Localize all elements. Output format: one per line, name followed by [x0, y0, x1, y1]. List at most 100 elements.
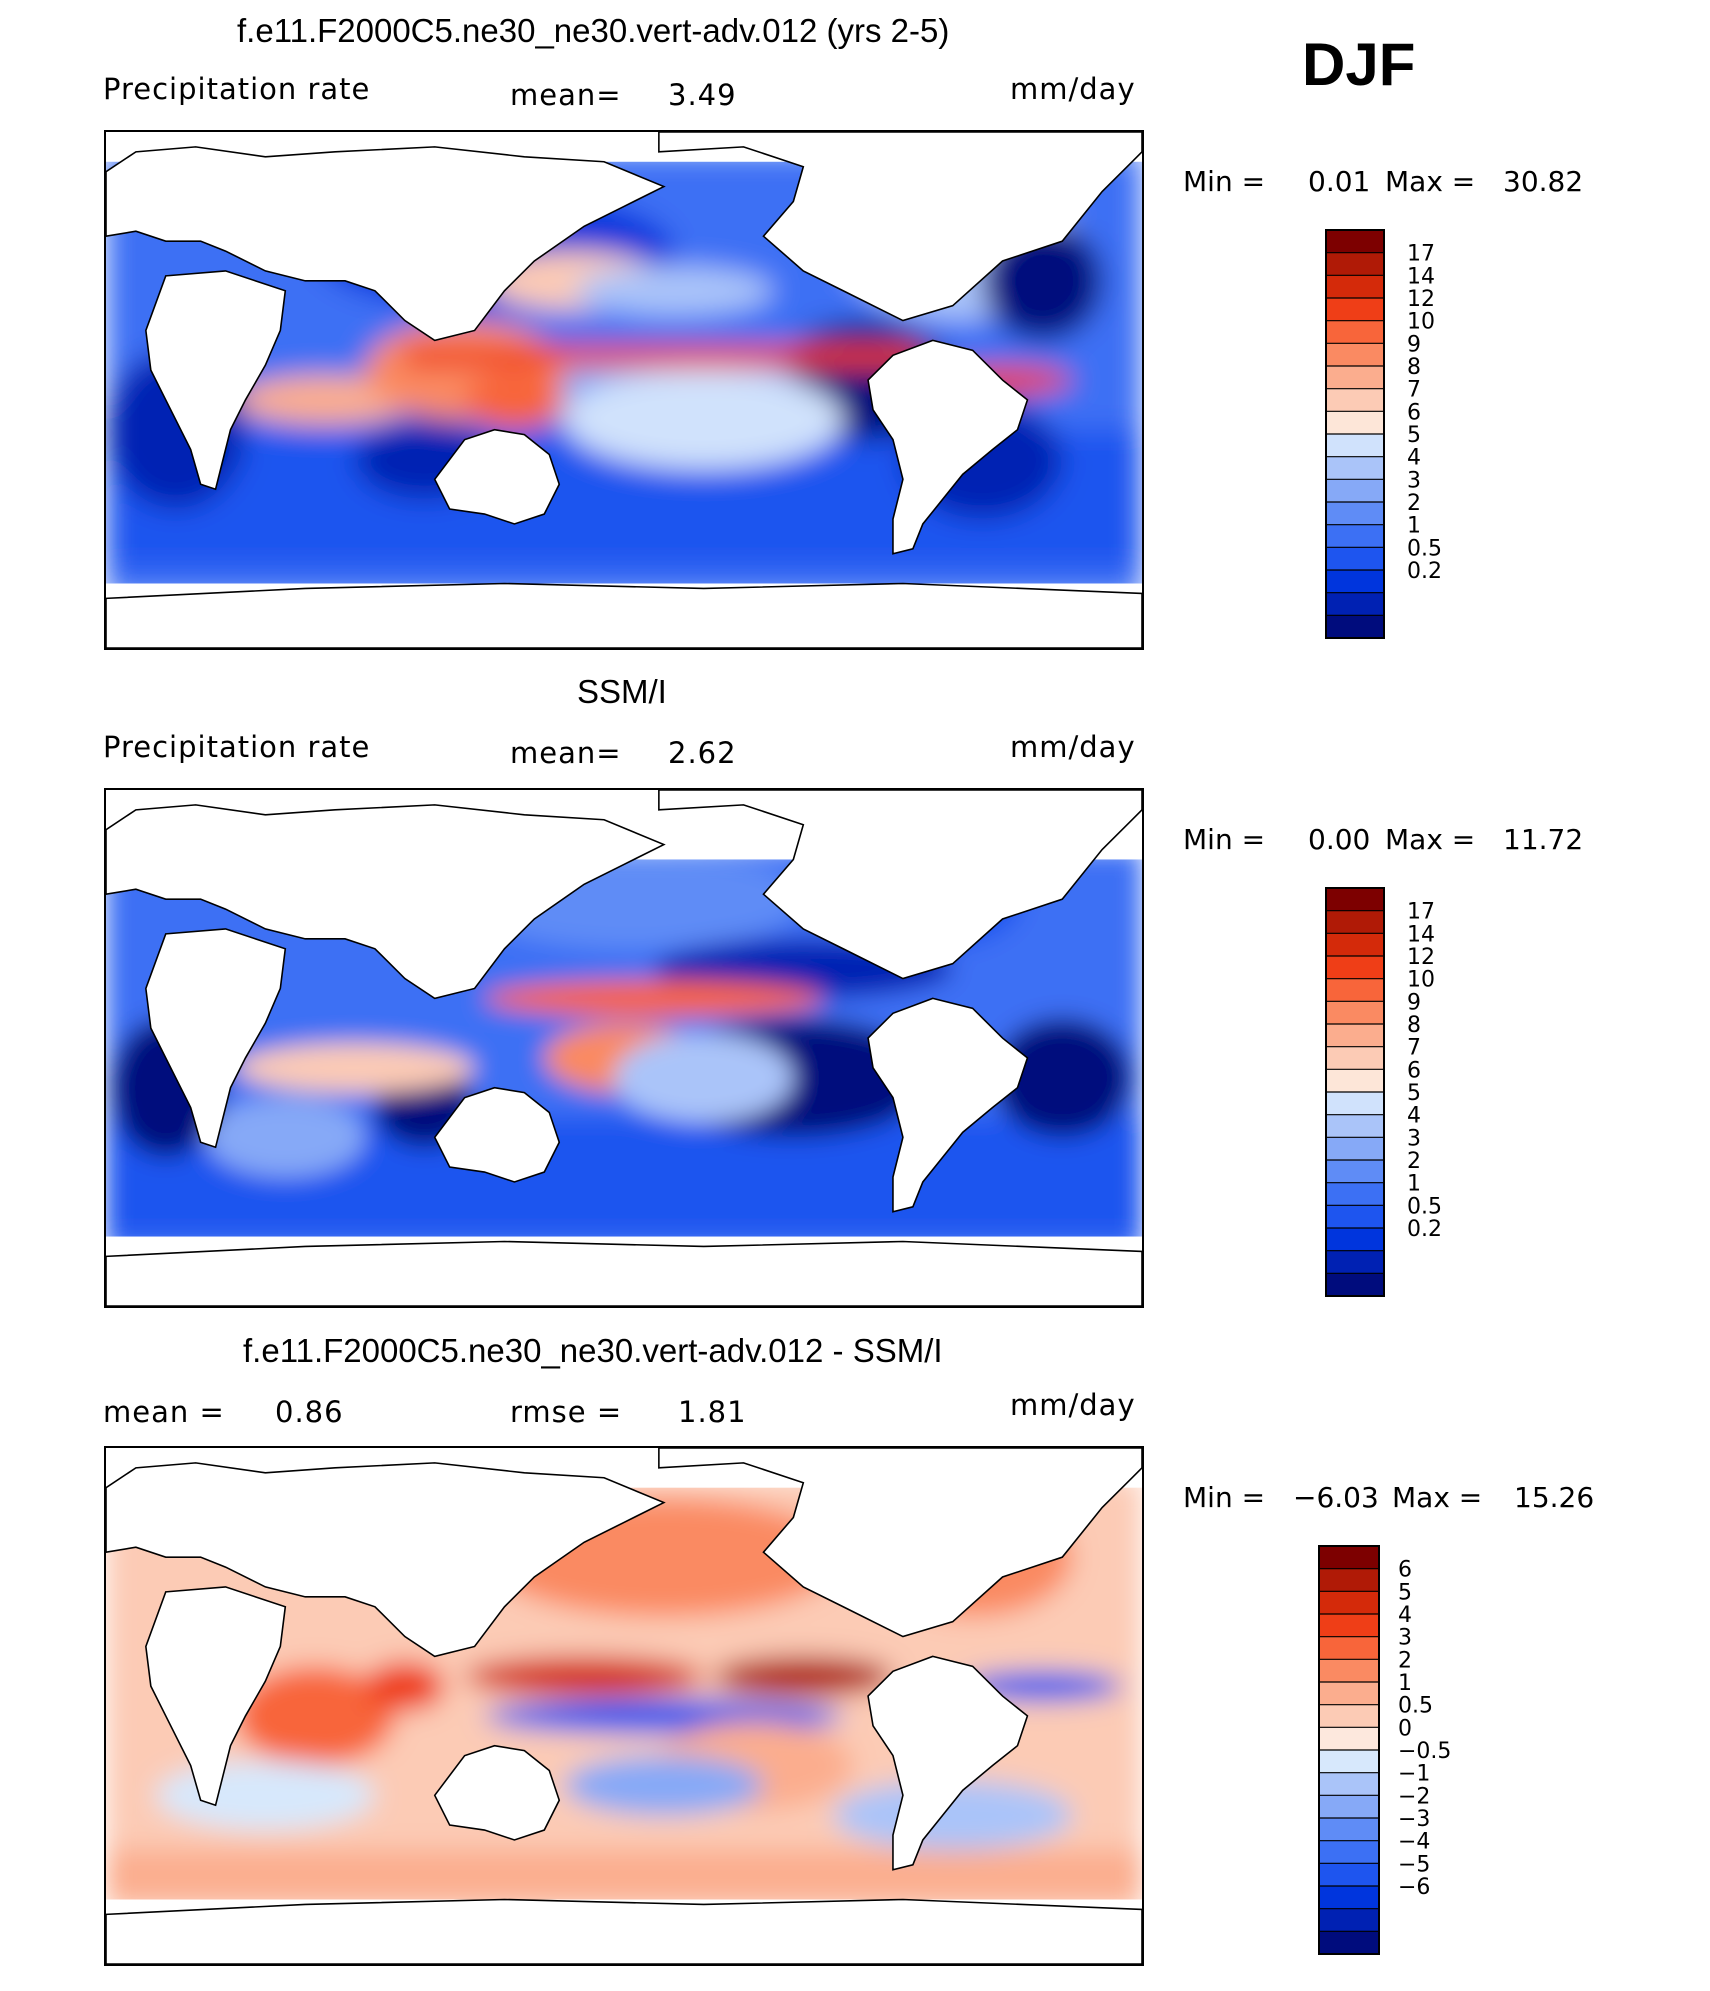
colorbar-swatch [1318, 1704, 1380, 1728]
colorbar-tick-label: 1 [1398, 1671, 1412, 1696]
colorbar-tick-label: 2 [1398, 1648, 1412, 1673]
colorbar-swatch [1325, 388, 1385, 412]
colorbar-tick-label: 7 [1407, 1036, 1421, 1061]
colorbar-tick-label: 2 [1407, 491, 1421, 516]
colorbar-tick-label: −1 [1398, 1762, 1430, 1787]
panel-2-max-value: 11.72 [1503, 823, 1584, 856]
colorbar-swatch [1325, 411, 1385, 435]
panel-3-map-canvas [106, 1448, 1142, 1964]
colorbar-tick-label: 14 [1407, 922, 1435, 947]
colorbar-swatch [1318, 1636, 1380, 1660]
panel-2-map [104, 788, 1144, 1308]
colorbar-swatch [1325, 1069, 1385, 1093]
panel-1-max-value: 30.82 [1503, 165, 1584, 198]
colorbar-tick-label: 14 [1407, 264, 1435, 289]
colorbar-swatch [1325, 1250, 1385, 1274]
colorbar-tick-label: 6 [1407, 400, 1421, 425]
panel-3-map [104, 1446, 1144, 1966]
colorbar-swatch [1325, 275, 1385, 299]
panel-1-min-value: 0.01 [1308, 165, 1371, 198]
panel-3-max-value: 15.26 [1514, 1481, 1595, 1514]
colorbar-swatch [1325, 524, 1385, 548]
colorbar-swatch [1325, 1001, 1385, 1025]
colorbar-tick-label: 0.2 [1407, 559, 1442, 584]
colorbar-tick-label: 0.5 [1398, 1694, 1433, 1719]
panel-1-mean-label: mean= [510, 78, 622, 112]
colorbar-swatch [1318, 1931, 1380, 1955]
colorbar-tick-label: 1 [1407, 514, 1421, 539]
colorbar-swatch [1325, 1273, 1385, 1297]
panel-2-min-value: 0.00 [1308, 823, 1371, 856]
colorbar-swatch [1318, 1908, 1380, 1932]
colorbar-tick-label: 9 [1407, 990, 1421, 1015]
panel-3-units: mm/day [1010, 1388, 1136, 1422]
panel-2-units: mm/day [1010, 730, 1136, 764]
colorbar-swatch [1318, 1568, 1380, 1592]
colorbar-swatch [1325, 502, 1385, 526]
panel-3-min-label: Min = [1183, 1481, 1266, 1514]
panel-1-map [104, 130, 1144, 650]
colorbar-tick-label: 0.5 [1407, 536, 1442, 561]
colorbar-tick-label: 5 [1407, 423, 1421, 448]
colorbar-swatch [1325, 230, 1385, 254]
colorbar-tick-label: 3 [1407, 1126, 1421, 1151]
panel-2-min-label: Min = [1183, 823, 1266, 856]
colorbar-tick-label: 0.2 [1407, 1217, 1442, 1242]
colorbar-swatch [1325, 1228, 1385, 1252]
colorbar-swatch [1325, 343, 1385, 367]
colorbar-swatch [1325, 1137, 1385, 1161]
colorbar-tick-label: 6 [1398, 1558, 1412, 1583]
panel-3-mean-label: mean = [103, 1395, 225, 1429]
colorbar-tick-label: 4 [1407, 446, 1421, 471]
colorbar-tick-label: 17 [1407, 242, 1435, 267]
colorbar-tick-label: −5 [1398, 1852, 1430, 1877]
colorbar-swatch [1325, 434, 1385, 458]
colorbar-swatch [1318, 1682, 1380, 1706]
colorbar-frame [1325, 887, 1385, 1297]
colorbar-frame [1318, 1545, 1380, 1955]
season-label: DJF [1302, 31, 1416, 98]
colorbar-swatch [1325, 910, 1385, 934]
colorbar-swatch [1318, 1614, 1380, 1638]
colorbar-tick-label: 12 [1407, 287, 1435, 312]
colorbar-swatch [1325, 1092, 1385, 1116]
colorbar-swatch [1318, 1591, 1380, 1615]
colorbar-tick-label: 7 [1407, 378, 1421, 403]
panel-1-variable-label: Precipitation rate [103, 72, 371, 106]
colorbar-swatch [1325, 1024, 1385, 1048]
colorbar-swatch [1325, 956, 1385, 980]
panel-1-map-canvas [106, 132, 1142, 648]
colorbar-swatch [1325, 298, 1385, 322]
colorbar-tick-label: 3 [1407, 468, 1421, 493]
panel-3-min-value: −6.03 [1293, 1481, 1379, 1514]
panel-1-max-label: Max = [1385, 165, 1476, 198]
colorbar-swatch [1325, 570, 1385, 594]
colorbar-swatch [1325, 933, 1385, 957]
colorbar-swatch [1325, 320, 1385, 344]
colorbar-swatch [1325, 366, 1385, 390]
colorbar-swatch [1325, 252, 1385, 276]
panel-2-mean-value: 2.62 [668, 736, 737, 770]
panel-3-mean-value: 0.86 [275, 1395, 344, 1429]
panel-3-title: f.e11.F2000C5.ne30_ne30.vert-adv.012 - S… [243, 1332, 943, 1369]
colorbar-swatch [1325, 1182, 1385, 1206]
colorbar-tick-label: 4 [1398, 1603, 1412, 1628]
colorbar-tick-label: −6 [1398, 1875, 1430, 1900]
colorbar-swatch [1325, 978, 1385, 1002]
colorbar-swatch [1325, 1160, 1385, 1184]
panel-2-map-canvas [106, 790, 1142, 1306]
colorbar-swatch [1318, 1886, 1380, 1910]
colorbar-tick-label: 4 [1407, 1104, 1421, 1129]
colorbar-swatch [1325, 479, 1385, 503]
colorbar-tick-label: 9 [1407, 332, 1421, 357]
colorbar-tick-label: 8 [1407, 355, 1421, 380]
colorbar-tick-label: 6 [1407, 1058, 1421, 1083]
panel-3-rmse-value: 1.81 [678, 1395, 747, 1429]
panel-2-title: SSM/I [577, 673, 667, 710]
colorbar-swatch [1318, 1772, 1380, 1796]
colorbar-swatch [1318, 1818, 1380, 1842]
panel-3-max-label: Max = [1392, 1481, 1483, 1514]
colorbar-tick-label: −2 [1398, 1784, 1430, 1809]
colorbar-tick-label: 2 [1407, 1149, 1421, 1174]
